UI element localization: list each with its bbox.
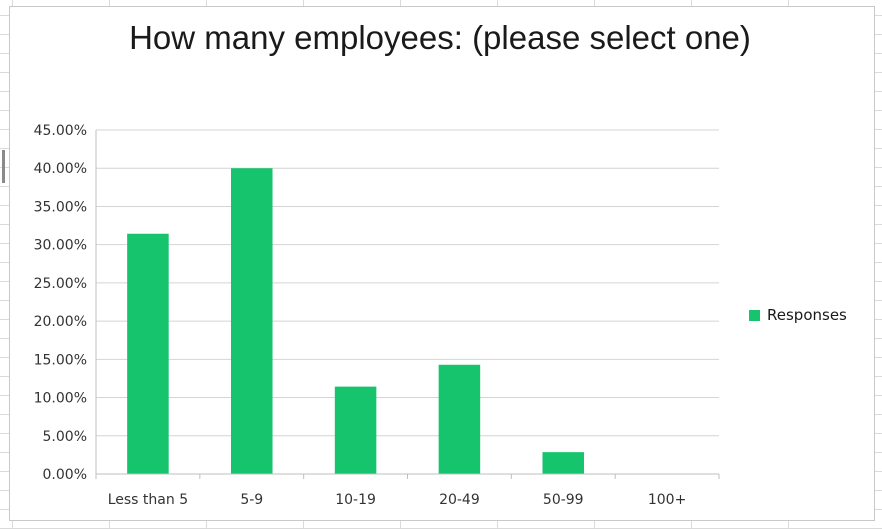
y-tick-label: 30.00% xyxy=(34,238,87,254)
x-tick-label: Less than 5 xyxy=(108,492,188,508)
y-tick-label: 45.00% xyxy=(34,123,87,139)
x-tick-label: 10-19 xyxy=(335,492,376,508)
selected-cell-marker xyxy=(2,150,5,183)
y-tick-label: 40.00% xyxy=(34,161,87,177)
chart-title: How many employees: (please select one) xyxy=(129,19,751,56)
bar xyxy=(438,364,481,474)
y-tick-label: 5.00% xyxy=(43,429,87,445)
y-tick-label: 25.00% xyxy=(34,276,87,292)
legend-label: Responses xyxy=(767,306,847,324)
legend: Responses xyxy=(749,306,847,324)
y-tick-label: 35.00% xyxy=(34,199,87,215)
gridlines xyxy=(96,129,719,437)
x-tick-label: 50-99 xyxy=(543,492,584,508)
bar xyxy=(334,386,377,474)
bar xyxy=(127,233,169,474)
x-tick-label: 20-49 xyxy=(439,492,480,508)
y-tick-label: 10.00% xyxy=(34,391,87,407)
bars xyxy=(127,168,585,474)
x-tick-label: 5-9 xyxy=(240,492,263,508)
x-tick-label: 100+ xyxy=(648,492,686,508)
y-tick-label: 15.00% xyxy=(34,352,87,368)
bar xyxy=(230,168,273,474)
y-tick-label: 20.00% xyxy=(34,314,87,330)
bar xyxy=(542,452,585,474)
tick-labels: 0.00% 5.00% 10.00% 15.00% 20.00% 25.00% 30.00%… xyxy=(34,123,687,508)
legend-swatch xyxy=(749,309,760,321)
axes xyxy=(95,130,720,479)
y-tick-label: 0.00% xyxy=(43,467,87,483)
